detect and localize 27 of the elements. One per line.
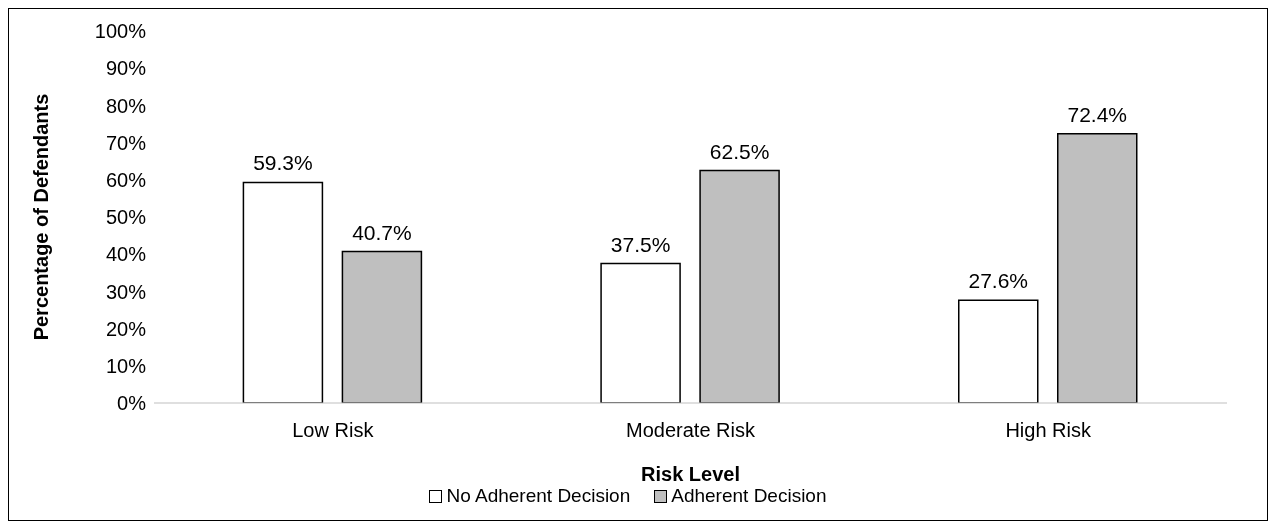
data-label: 27.6%: [968, 269, 1029, 293]
x-tick-label: Moderate Risk: [626, 419, 756, 442]
y-tick-label: 90%: [105, 57, 147, 80]
y-tick-label: 70%: [105, 131, 147, 154]
y-tick-label: 20%: [105, 317, 147, 340]
y-tick-label: 50%: [105, 206, 147, 229]
y-tick-label: 10%: [105, 354, 147, 377]
y-axis-title: Percentage of Defendants: [30, 93, 53, 341]
y-tick-label: 0%: [117, 392, 147, 415]
data-label: 72.4%: [1067, 102, 1128, 126]
x-tick-label: Low Risk: [292, 419, 375, 442]
legend-label: Adherent Decision: [671, 485, 827, 507]
x-axis-title: Risk Level: [641, 463, 740, 485]
x-tick-label: High Risk: [1005, 419, 1092, 442]
bar: [242, 181, 324, 403]
y-tick-label: 60%: [105, 168, 147, 191]
y-tick-label: 80%: [105, 94, 147, 117]
data-label: 40.7%: [352, 220, 412, 244]
y-tick-label: 100%: [94, 20, 147, 43]
bar: [958, 299, 1039, 403]
legend-label: No Adherent Decision: [446, 485, 631, 507]
data-label: 37.5%: [610, 232, 671, 256]
data-label: 62.5%: [709, 139, 770, 163]
y-tick-label: 30%: [105, 280, 147, 303]
data-label: 59.3%: [253, 151, 313, 175]
bar: [600, 262, 681, 403]
y-tick-label: 40%: [105, 243, 147, 266]
